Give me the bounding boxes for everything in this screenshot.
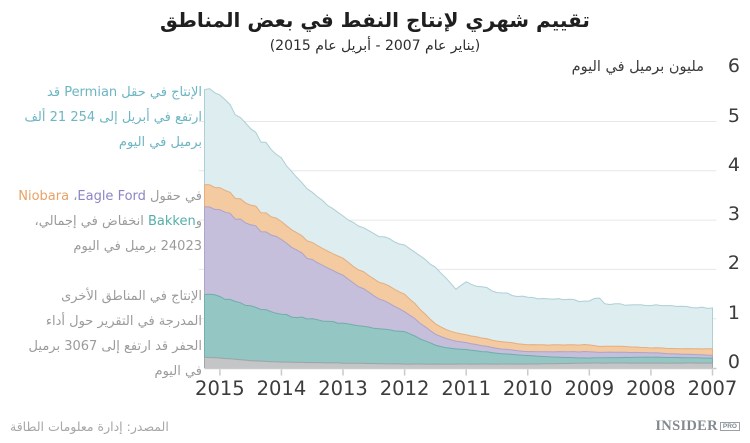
annotation-segment: ، — [69, 189, 78, 204]
area-edge-permian — [204, 88, 713, 349]
annotation-line: الإنتاج في المناطق الأخرى — [0, 284, 202, 309]
annotation-line: في اليوم — [0, 359, 202, 384]
annotation-segment: الحفر قد ارتفع إلى 3067 برميل — [28, 339, 202, 354]
x-tick-label: 2014 — [256, 377, 307, 400]
y-tick-label: 1 — [727, 301, 740, 324]
y-axis-unit-label: مليون برميل في اليوم — [571, 59, 704, 75]
annotation-line: الإنتاج في حقل Permian قد — [0, 80, 202, 105]
annotation-other-regions: الإنتاج في المناطق الأخرى المدرجة في التق… — [0, 284, 202, 384]
area-eagle-ford — [204, 206, 713, 359]
area-permian — [204, 88, 713, 349]
area-edge-other-regions — [204, 356, 713, 368]
logo-text: INSIDER — [655, 418, 718, 434]
x-tick-label: 2010 — [502, 377, 553, 400]
chart-title: تقييم شهري لإنتاج النفط في بعض المناطق — [160, 8, 590, 32]
area-edge-eagle-ford — [204, 206, 713, 359]
annotation-segment: برميل في اليوم — [118, 135, 202, 150]
y-tick-label: 2 — [727, 252, 740, 275]
area-bakken — [204, 294, 713, 365]
annotation-permian: الإنتاج في حقل Permian قد ارتفع في أبريل … — [0, 80, 202, 155]
annotation-line: وBakken انخفاض في إجمالي، — [0, 209, 202, 234]
annotation-line: 24023 برميل في اليوم — [0, 234, 202, 259]
insider-pro-logo: INSIDER PRO — [655, 418, 740, 435]
annotation-segment: Bakken — [148, 214, 196, 229]
annotation-segment: في حقول — [145, 189, 202, 204]
x-tick-label: 2007 — [687, 377, 738, 400]
area-edge-bakken — [204, 293, 713, 364]
annotation-segment: قد — [47, 85, 65, 100]
annotation-line: برميل في اليوم — [0, 130, 202, 155]
area-other-regions — [204, 357, 713, 368]
x-tick-label: 2011 — [441, 377, 491, 400]
area-edge-niobara — [204, 184, 713, 356]
annotation-segment: ارتفع في أبريل إلى 254 21 ألف — [24, 110, 202, 125]
y-tick-label: 0 — [727, 351, 740, 373]
annotation-line: المدرجة في التقرير حول أداء — [0, 309, 202, 334]
x-tick-label: 2015 — [195, 377, 245, 400]
y-tick-label: 6 — [727, 55, 740, 78]
annotation-segment: Niobara — [18, 189, 70, 204]
annotation-segment: Eagle Ford — [77, 189, 146, 204]
source-credit: المصدر: إدارة معلومات الطاقة — [10, 419, 169, 434]
annotation-segment: Permian — [64, 85, 118, 100]
logo-pro-badge-icon: PRO — [719, 422, 740, 431]
annotation-line: في حقول Eagle Ford، Niobara — [0, 184, 202, 209]
annotation-segment: المدرجة في التقرير حول أداء — [45, 314, 202, 329]
annotation-segment: الإنتاج في حقل — [117, 85, 202, 100]
y-tick-label: 3 — [727, 203, 740, 226]
annotation-segment: الإنتاج في المناطق الأخرى — [61, 289, 202, 304]
annotation-segment: انخفاض في إجمالي، — [34, 214, 148, 229]
annotation-segment: و — [195, 214, 202, 229]
y-tick-label: 4 — [727, 153, 740, 176]
x-tick-label: 2008 — [626, 377, 676, 400]
x-tick-label: 2009 — [564, 377, 615, 400]
annotation-line: الحفر قد ارتفع إلى 3067 برميل — [0, 334, 202, 359]
annotation-segment: 24023 برميل في اليوم — [73, 239, 202, 254]
x-tick-label: 2012 — [379, 377, 430, 400]
annotation-line: ارتفع في أبريل إلى 254 21 ألف — [0, 105, 202, 130]
y-tick-label: 5 — [727, 104, 740, 127]
annotation-shale-fields: في حقول Eagle Ford، Niobara وBakken انخفا… — [0, 184, 202, 259]
x-tick-label: 2013 — [318, 377, 368, 400]
annotation-segment: في اليوم — [154, 364, 202, 379]
chart-subtitle: (يناير عام 2007 - أبريل عام 2015) — [269, 38, 481, 54]
